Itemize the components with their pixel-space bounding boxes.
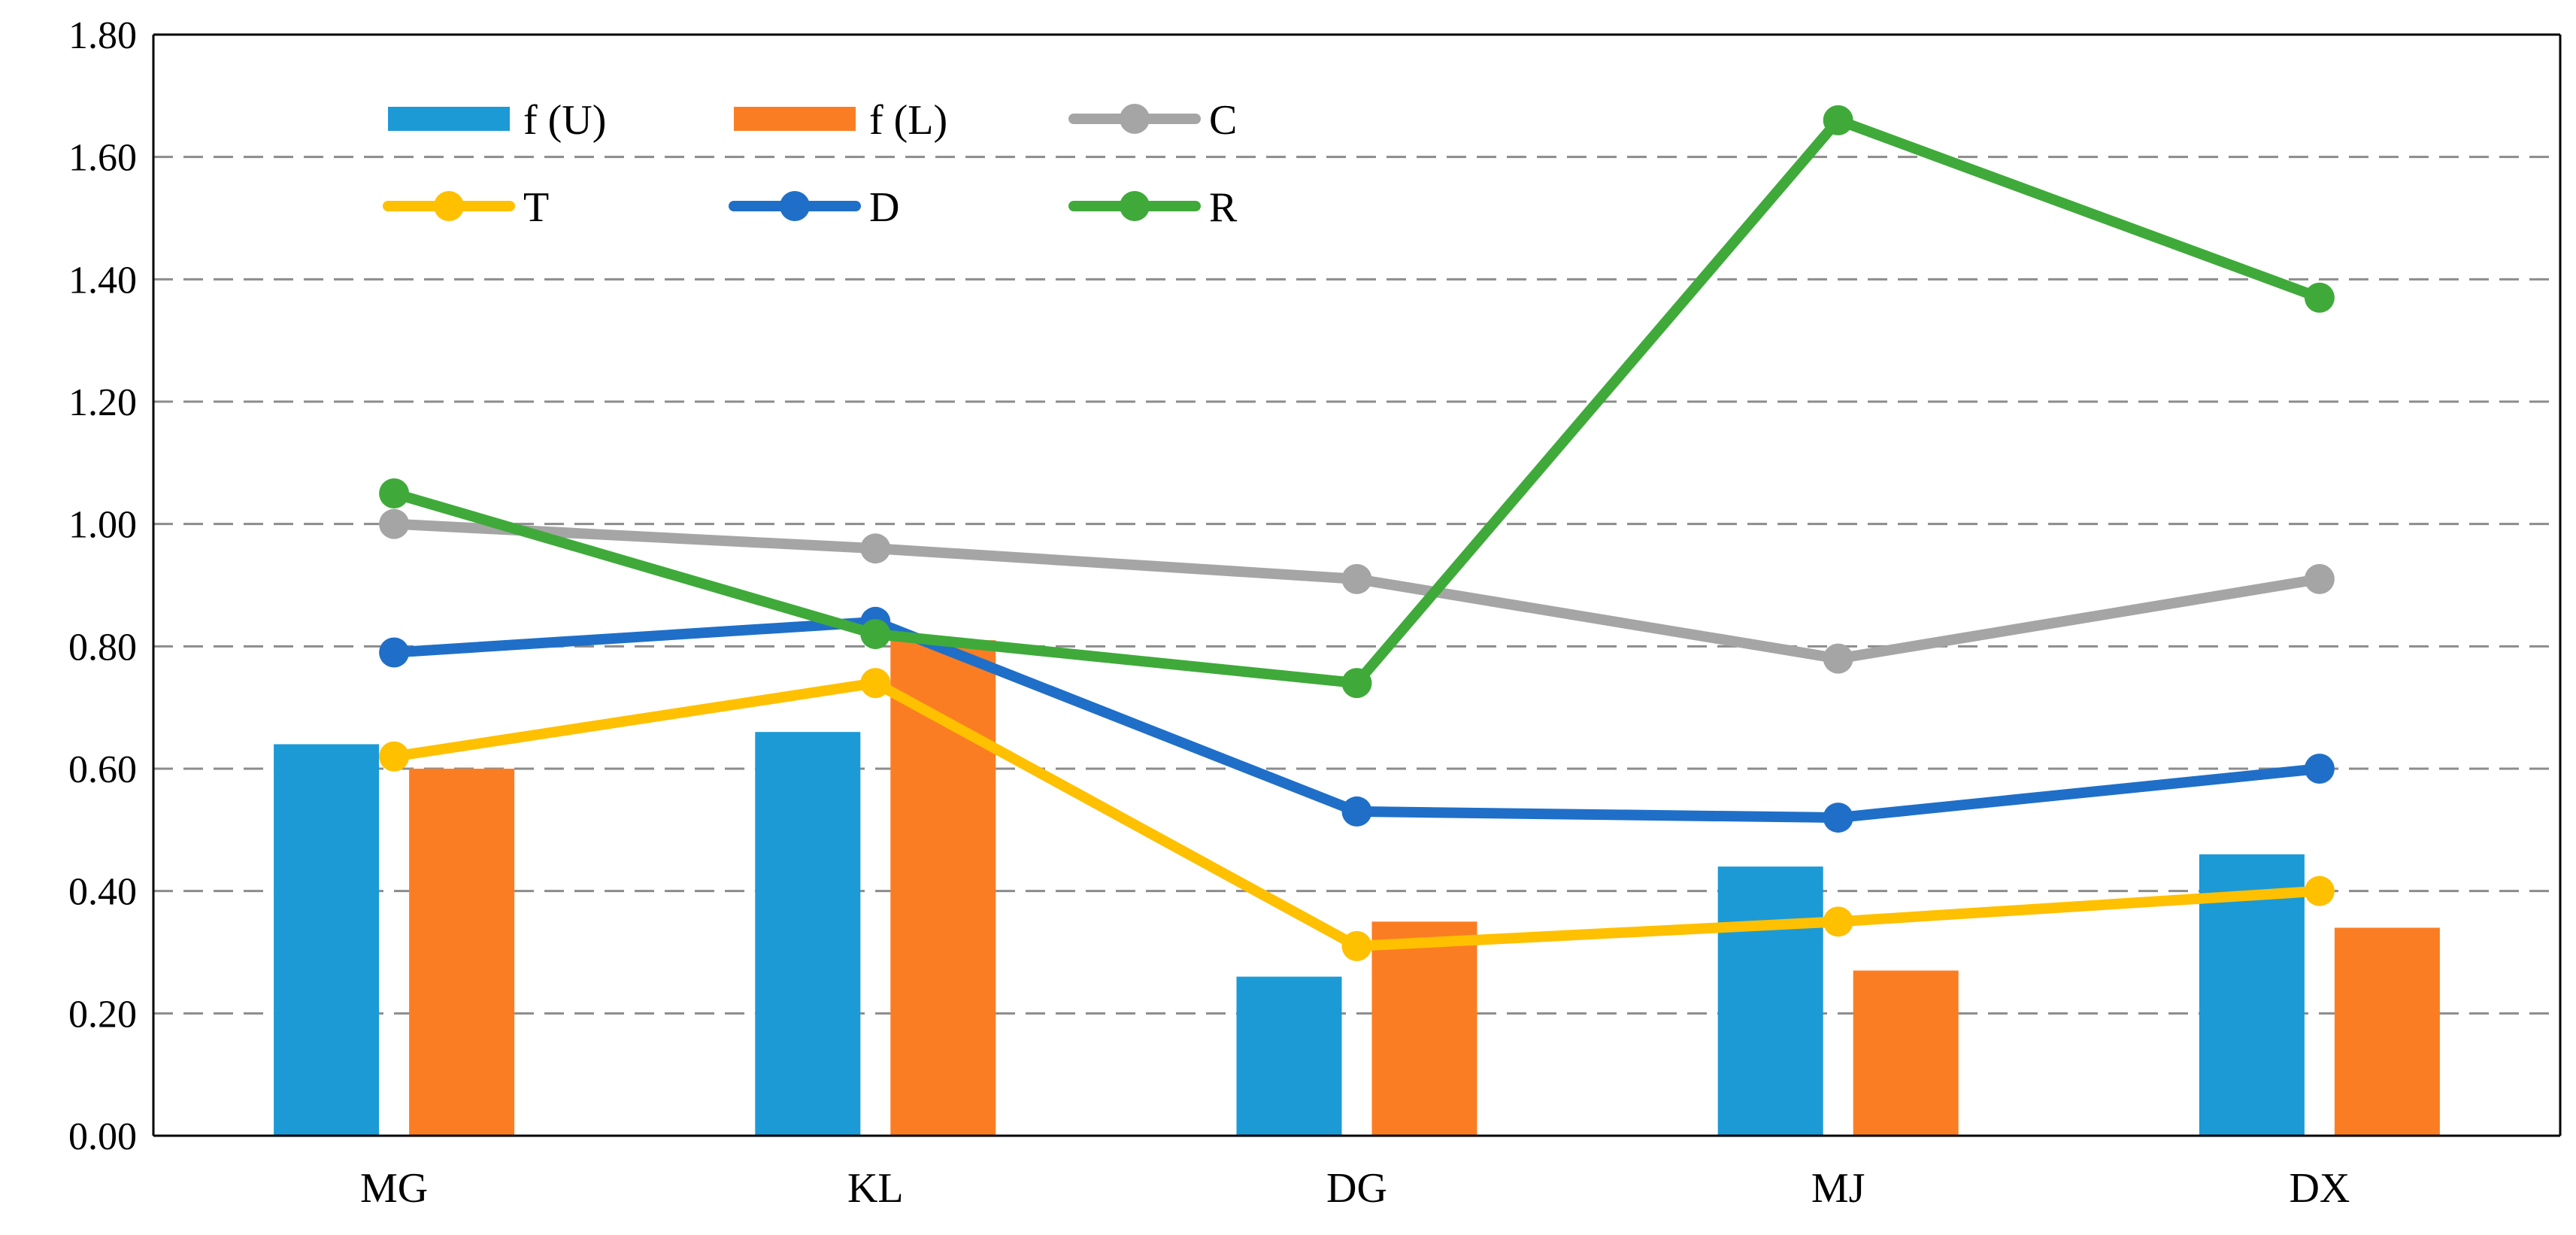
bar-fu-mj bbox=[1717, 866, 1823, 1136]
y-tick-label: 0.40 bbox=[68, 871, 137, 914]
point-c-dx bbox=[2304, 563, 2335, 594]
legend-marker-d bbox=[780, 191, 810, 221]
bar-fl-mj bbox=[1853, 970, 1959, 1136]
x-tick-labels: MG KL DG MJ DX bbox=[360, 1165, 2350, 1212]
point-t-mj bbox=[1823, 906, 1853, 937]
legend-marker-c bbox=[1120, 104, 1150, 134]
y-tick-label: 0.60 bbox=[68, 748, 137, 791]
y-tick-label: 1.60 bbox=[68, 137, 137, 180]
legend-swatch-fu bbox=[388, 107, 510, 131]
x-tick-label: MG bbox=[360, 1165, 428, 1212]
legend-label-c: C bbox=[1209, 97, 1237, 144]
bar-fl-dx bbox=[2334, 927, 2440, 1136]
point-d-mj bbox=[1823, 803, 1853, 833]
legend-marker-r bbox=[1120, 191, 1150, 221]
point-r-mg bbox=[379, 478, 410, 508]
point-d-dg bbox=[1341, 796, 1372, 827]
point-d-dx bbox=[2304, 754, 2335, 784]
y-tick-label: 1.20 bbox=[68, 381, 137, 424]
bar-fu-dg bbox=[1236, 976, 1342, 1136]
point-r-dx bbox=[2304, 282, 2335, 313]
point-t-dx bbox=[2304, 875, 2335, 906]
point-r-mj bbox=[1823, 105, 1853, 135]
point-d-mg bbox=[379, 637, 410, 668]
y-tick-label: 1.40 bbox=[68, 259, 137, 302]
point-r-dg bbox=[1341, 668, 1372, 699]
legend-label-fl: f (L) bbox=[869, 97, 947, 144]
axes bbox=[152, 33, 2562, 1137]
legend-label-r: R bbox=[1209, 184, 1238, 231]
point-t-dg bbox=[1341, 930, 1372, 961]
y-tick-label: 1.80 bbox=[68, 14, 137, 57]
y-tick-label: 1.00 bbox=[68, 504, 137, 547]
lines bbox=[379, 105, 2335, 961]
legend-label-d: D bbox=[869, 184, 899, 231]
x-tick-label: KL bbox=[847, 1165, 904, 1212]
point-r-kl bbox=[860, 619, 891, 650]
legend-marker-t bbox=[434, 191, 464, 221]
bar-fu-mg bbox=[274, 744, 380, 1136]
bars bbox=[274, 640, 2440, 1136]
y-tick-labels: 0.00 0.20 0.40 0.60 0.80 1.00 1.20 1.40 1.60 1.80 bbox=[68, 14, 137, 1158]
legend-swatch-fl bbox=[734, 107, 856, 131]
point-c-dg bbox=[1341, 563, 1372, 594]
bar-fu-kl bbox=[755, 732, 861, 1136]
point-c-mj bbox=[1823, 643, 1853, 674]
legend-label-fu: f (U) bbox=[523, 97, 606, 144]
point-t-mg bbox=[379, 741, 410, 772]
bar-fl-mg bbox=[409, 769, 515, 1136]
point-t-kl bbox=[860, 668, 891, 699]
y-tick-label: 0.80 bbox=[68, 626, 137, 669]
bar-fl-dg bbox=[1371, 921, 1477, 1136]
x-tick-label: MJ bbox=[1811, 1165, 1865, 1212]
x-tick-label: DG bbox=[1326, 1165, 1387, 1212]
legend-label-t: T bbox=[523, 184, 549, 231]
point-c-mg bbox=[379, 508, 410, 539]
y-tick-label: 0.00 bbox=[68, 1115, 137, 1158]
legend: f (U) f (L) C T D R bbox=[383, 97, 1238, 231]
point-c-kl bbox=[860, 533, 891, 564]
x-tick-label: DX bbox=[2289, 1165, 2350, 1212]
y-tick-label: 0.20 bbox=[68, 993, 137, 1036]
